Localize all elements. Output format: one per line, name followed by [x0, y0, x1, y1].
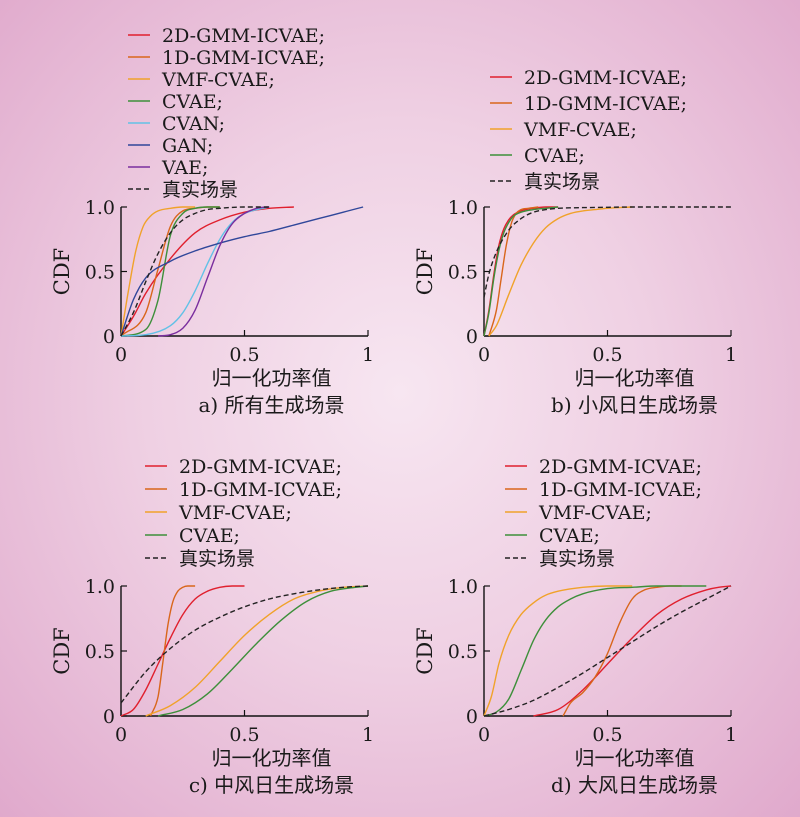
x-axis-label: 归一化功率值: [212, 366, 332, 390]
x-tick-label: 1: [362, 344, 374, 366]
panel-caption: c) 中风日生成场景: [189, 773, 354, 797]
x-axis-label: 归一化功率值: [575, 746, 695, 770]
series-line-real: [120, 206, 270, 337]
series-line-real: [120, 585, 369, 704]
series-line-2d-gmm-icvae: [533, 585, 732, 717]
y-tick-label: 1.0: [85, 197, 115, 219]
legend-label: 1D-GMM-ICVAE;: [179, 479, 342, 501]
y-tick-label: 0.5: [85, 262, 115, 284]
legend-label: 2D-GMM-ICVAE;: [162, 25, 325, 47]
x-tick-label: 0.5: [229, 724, 259, 746]
series-line-real: [483, 206, 731, 298]
series-line-1d-gmm-icvae: [149, 585, 196, 717]
series-line-1d-gmm-icvae: [562, 585, 682, 717]
y-tick-label: 0: [466, 326, 478, 348]
x-tick-label: 0.5: [592, 344, 622, 366]
legend-label: 2D-GMM-ICVAE;: [539, 456, 702, 478]
y-tick-label: 1.0: [85, 576, 115, 598]
cdf-panel-b: 0 0.5 1 0 0.5 1.0 CDF 归一化功率值 b) 小风日生成场景 2D-GMM-IC…: [413, 67, 737, 417]
series-line-vmf-cvae: [483, 585, 633, 717]
legend-label: VMF-CVAE;: [538, 502, 652, 524]
legend-label: VMF-CVAE;: [178, 502, 292, 524]
x-tick-label: 1: [362, 724, 374, 746]
panel-caption: d) 大风日生成场景: [551, 773, 718, 797]
series-line-real: [483, 585, 732, 717]
legend: 2D-GMM-ICVAE;1D-GMM-ICVAE;VMF-CVAE;CVAE;…: [128, 25, 325, 201]
legend-label: VMF-CVAE;: [523, 119, 637, 141]
y-tick-label: 0.5: [448, 641, 478, 663]
cdf-panel-c: 0 0.5 1 0 0.5 1.0 CDF 归一化功率值 c) 中风日生成场景 2D-GMM-IC…: [50, 456, 374, 797]
series-line-vmf-cvae: [145, 585, 369, 717]
legend-label: 1D-GMM-ICVAE;: [162, 47, 325, 69]
y-tick-label: 0: [103, 706, 115, 728]
panel-caption: a) 所有生成场景: [198, 393, 344, 417]
legend-label: VMF-CVAE;: [161, 69, 275, 91]
legend: 2D-GMM-ICVAE;1D-GMM-ICVAE;VMF-CVAE;CVAE;…: [145, 456, 342, 570]
series-line-vmf-cvae: [120, 206, 196, 337]
legend: 2D-GMM-ICVAE;1D-GMM-ICVAE;VMF-CVAE;CVAE;…: [505, 456, 702, 570]
y-axis-label: CDF: [50, 627, 74, 674]
legend-label: CVAN;: [162, 113, 225, 135]
legend-label: 2D-GMM-ICVAE;: [524, 67, 687, 89]
x-axis-label: 归一化功率值: [575, 366, 695, 390]
legend-label: 真实场景: [539, 548, 615, 570]
series-line-2d-gmm-icvae: [120, 585, 245, 717]
series-line-cvae: [483, 585, 707, 717]
legend-label: 真实场景: [179, 548, 255, 570]
y-tick-label: 0.5: [448, 262, 478, 284]
series-line-cvae: [157, 585, 369, 717]
x-axis-label: 归一化功率值: [212, 746, 332, 770]
y-axis-label: CDF: [413, 248, 437, 295]
series-line-vae: [158, 206, 270, 337]
legend-label: 2D-GMM-ICVAE;: [179, 456, 342, 478]
series-line-cvae: [120, 206, 220, 337]
y-axis-label: CDF: [413, 627, 437, 674]
legend-label: 1D-GMM-ICVAE;: [539, 479, 702, 501]
y-tick-label: 0: [103, 326, 115, 348]
y-tick-label: 0.5: [85, 641, 115, 663]
x-tick-label: 0.5: [592, 724, 622, 746]
x-tick-label: 0.5: [229, 344, 259, 366]
legend: 2D-GMM-ICVAE; 1D-GMM-ICVAE; VMF-CVAE; CVAE;…: [490, 67, 687, 193]
y-tick-label: 1.0: [448, 197, 478, 219]
legend-label: GAN;: [162, 135, 213, 157]
legend-label: 真实场景: [524, 171, 600, 193]
legend-label: CVAE;: [524, 145, 585, 167]
series-line-1d-gmm-icvae: [488, 206, 539, 337]
y-tick-label: 1.0: [448, 576, 478, 598]
legend-label: CVAE;: [179, 525, 240, 547]
x-tick-label: 0: [478, 344, 490, 366]
series-line-cvae: [483, 206, 559, 337]
cdf-panel-a: 0 0.5 1 0 0.5 1.0 CDF 归一化功率值 a) 所有生成场景 2D-GMM-ICV…: [50, 25, 374, 417]
series-line-2d-gmm-icvae: [120, 206, 294, 337]
legend-label: VAE;: [161, 157, 208, 179]
x-tick-label: 1: [725, 724, 737, 746]
series-line-vmf-cvae: [488, 206, 633, 337]
x-tick-label: 0: [478, 724, 490, 746]
series-line-gan: [120, 206, 364, 337]
panel-caption: b) 小风日生成场景: [551, 393, 718, 417]
legend-label: 1D-GMM-ICVAE;: [524, 93, 687, 115]
cdf-panel-d: 0 0.5 1 0 0.5 1.0 CDF 归一化功率值 d) 大风日生成场景 2D-GMM-IC…: [413, 456, 737, 797]
legend-label: 真实场景: [162, 179, 238, 201]
y-axis-label: CDF: [50, 248, 74, 295]
x-tick-label: 0: [115, 344, 127, 366]
legend-label: CVAE;: [162, 91, 223, 113]
x-tick-label: 0: [115, 724, 127, 746]
legend-label: CVAE;: [539, 525, 600, 547]
x-tick-label: 1: [725, 344, 737, 366]
y-tick-label: 0: [466, 706, 478, 728]
